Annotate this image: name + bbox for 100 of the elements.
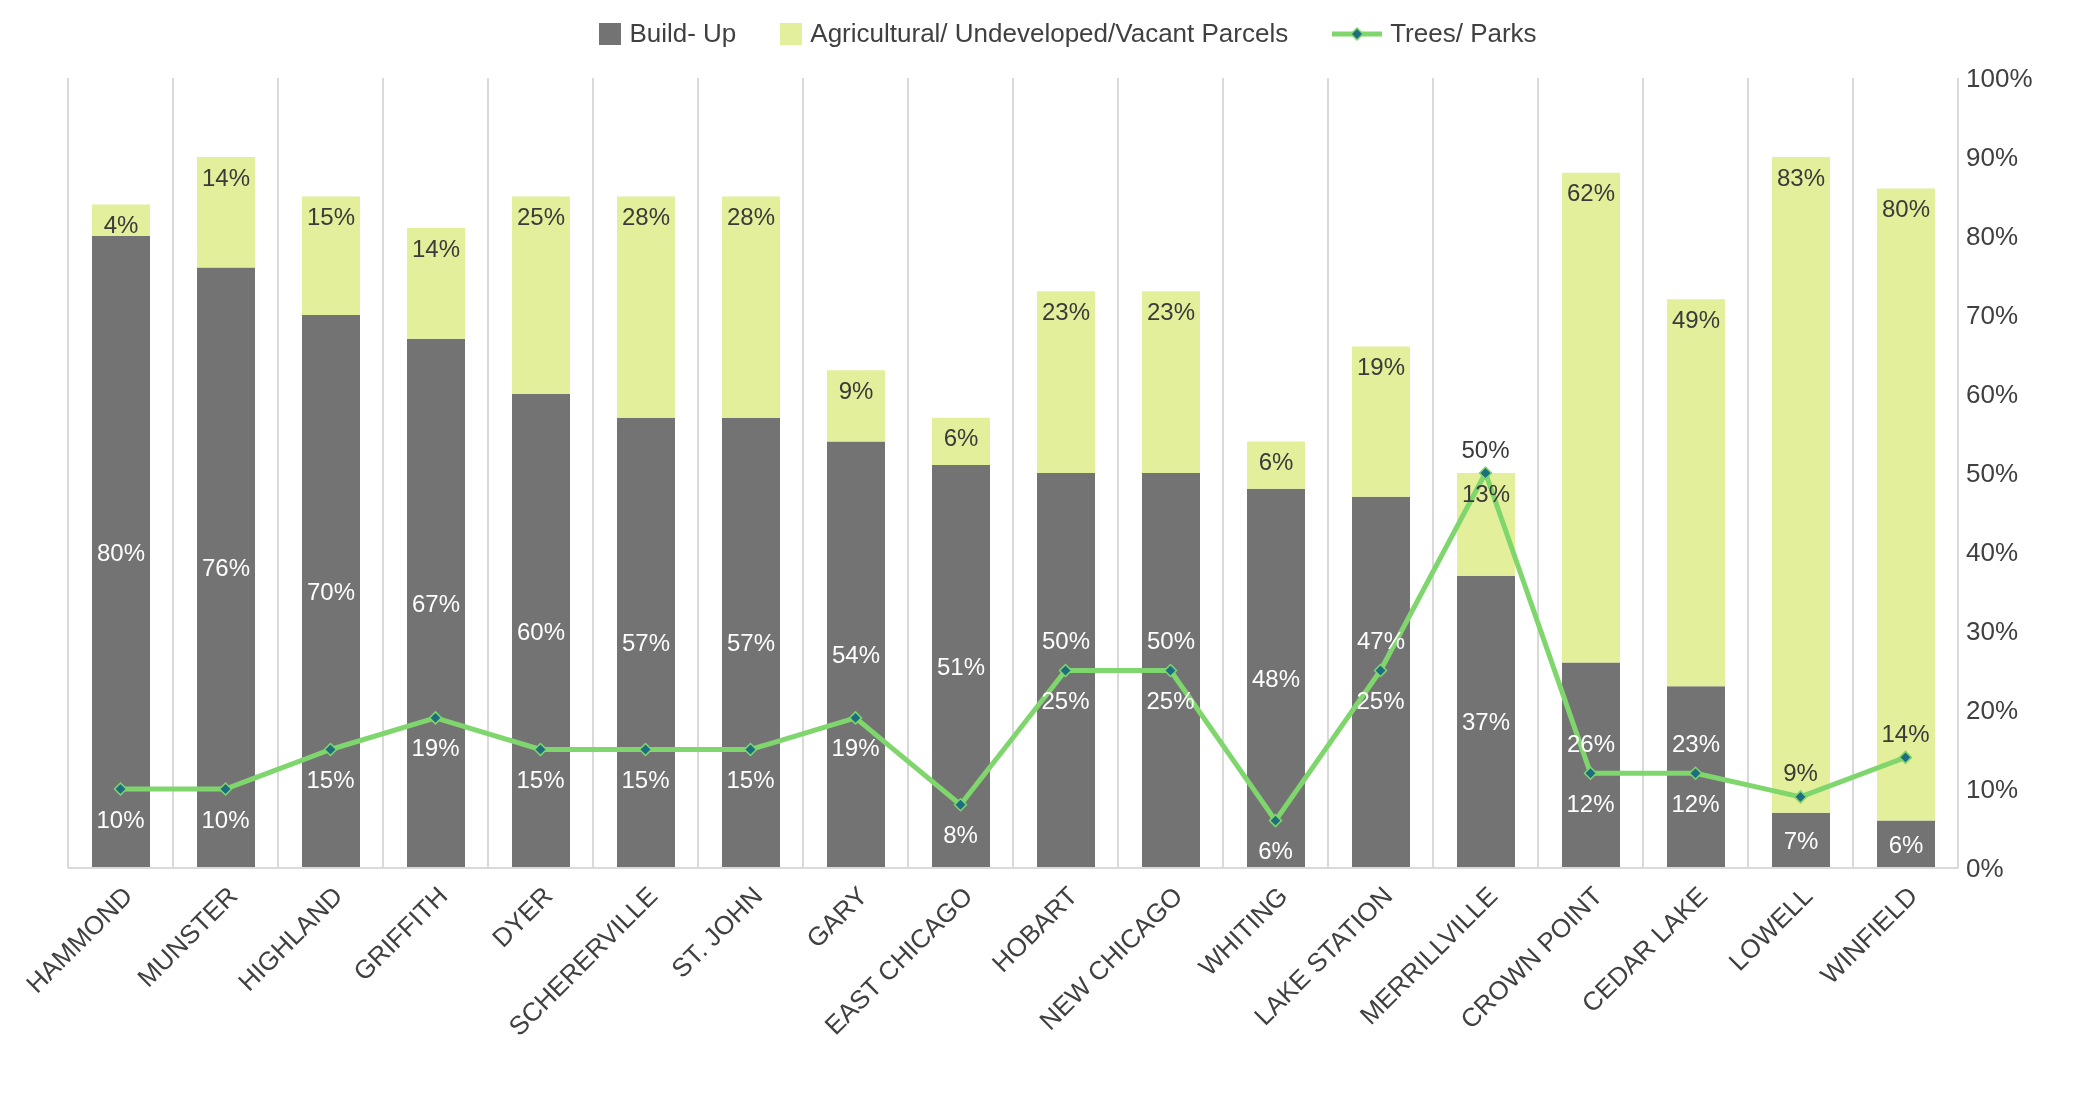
data-label: 50% [1146,627,1196,654]
data-label: 23% [1146,297,1196,325]
y-tick-label: 100% [1966,63,2033,94]
point [1898,750,1913,765]
data-label: 7% [1783,826,1819,854]
bar [1562,172,1620,663]
data-label: 8% [943,821,978,849]
data-label: 70% [306,578,356,605]
bar [932,465,990,868]
bar [1772,812,1830,868]
data-label: 15% [621,766,670,793]
point [848,711,863,725]
data-label: 67% [411,589,461,617]
bar [302,315,360,868]
data-label: 25% [516,203,566,230]
point [533,742,548,757]
point [428,711,443,725]
data-label: 15% [726,766,775,793]
bar [302,196,360,315]
bar [92,236,150,868]
data-label: 57% [621,629,671,657]
data-label: 80% [1881,195,1931,223]
data-label: 76% [201,554,251,582]
point [1163,663,1178,678]
point [1793,790,1808,804]
bar [1142,291,1200,473]
point [743,742,758,757]
data-label: 14% [201,163,251,191]
bar [827,370,885,442]
point [953,798,968,812]
point [218,782,233,796]
y-tick-label: 60% [1966,379,2019,410]
data-label: 25% [1041,687,1090,714]
data-label: 51% [936,653,986,681]
bar [1247,488,1305,868]
bar [1037,473,1095,868]
data-label: 28% [726,203,776,230]
bar [722,417,780,868]
data-label: 60% [516,617,566,645]
bar [1352,346,1410,497]
y-tick-label: 70% [1966,300,2019,331]
bar [617,417,675,868]
data-label: 10% [96,805,145,833]
point [638,742,653,757]
y-tick-label: 20% [1966,695,2019,726]
data-label: 12% [1566,789,1615,817]
data-label: 9% [1783,759,1818,787]
data-label: 15% [306,766,355,793]
data-label: 14% [1881,719,1930,747]
point [1478,466,1493,480]
bar [1142,473,1200,868]
data-label: 12% [1671,789,1720,817]
point [1268,813,1283,828]
bar [407,228,465,339]
data-label: 9% [838,376,874,404]
bar [1352,496,1410,868]
y-tick-label: 90% [1966,142,2019,173]
point [1583,766,1598,780]
data-label: 54% [831,641,881,669]
data-label: 10% [201,805,250,833]
data-label: 49% [1671,305,1721,333]
bar [1667,299,1725,687]
data-label: 19% [411,734,460,762]
legend-label: Build- Up [629,18,737,49]
data-label: 37% [1461,708,1511,736]
data-label: 15% [516,766,565,793]
point [113,782,128,796]
y-tick-label: 10% [1966,774,2019,805]
data-label: 4% [103,210,139,238]
data-label: 50% [1041,627,1091,654]
y-tick-label: 0% [1966,853,2004,884]
bar [722,196,780,418]
legend-label: Agricultural/ Undeveloped/Vacant Parcels [810,18,1289,49]
data-label: 50% [1461,435,1510,463]
bar [512,196,570,394]
data-label: 15% [306,203,356,230]
point [323,742,338,757]
data-label: 6% [1258,837,1293,865]
data-label: 80% [96,538,146,566]
y-tick-label: 40% [1966,537,2019,568]
bar [512,394,570,868]
y-tick-label: 50% [1966,458,2019,489]
legend-label: Trees/ Parks [1390,18,1537,49]
data-label: 57% [726,629,776,657]
point [1058,663,1073,678]
data-label: 19% [831,734,880,762]
bar [1037,291,1095,473]
bar [1877,188,1935,821]
data-label: 19% [1356,353,1406,381]
bar [1772,157,1830,813]
data-label: 23% [1041,297,1091,325]
data-label: 6% [1888,830,1924,858]
data-label: 48% [1251,664,1301,692]
bar [1247,441,1305,489]
data-label: 14% [411,234,461,262]
data-label: 6% [943,424,979,452]
bar [197,267,255,868]
y-tick-label: 30% [1966,616,2019,647]
bar [197,157,255,268]
data-label: 28% [621,203,671,230]
